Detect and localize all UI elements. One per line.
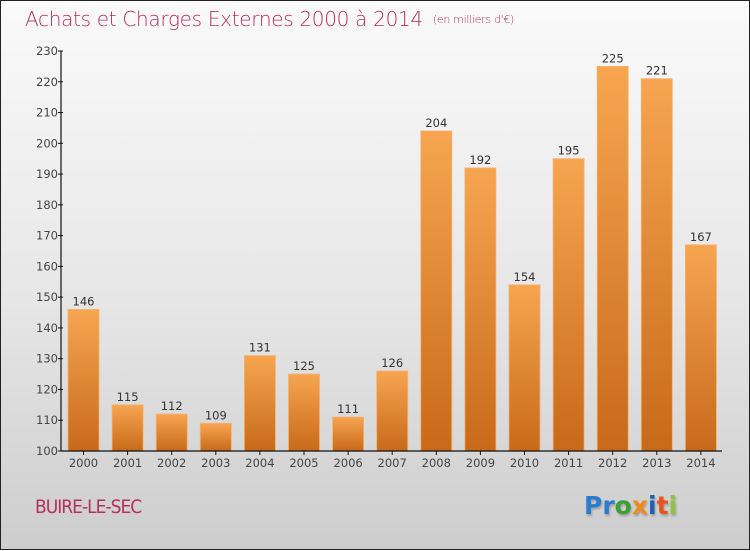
x-axis: 2000 2001 2002 2003 2004 2005 2006 2007 2008 2009… bbox=[61, 450, 722, 470]
chart-title: Achats et Charges Externes 2000 à 2014 (e… bbox=[25, 7, 514, 31]
logo-letter-6: i bbox=[668, 491, 678, 520]
value-label-2014: 167 bbox=[690, 230, 712, 244]
value-label-2006: 111 bbox=[337, 402, 359, 416]
x-tick-label-2001: 2001 bbox=[113, 456, 142, 470]
value-label-2007: 126 bbox=[381, 356, 403, 370]
value-label-2001: 115 bbox=[117, 390, 139, 404]
y-tick-label-110: 110 bbox=[36, 413, 58, 427]
x-tick-label-2011: 2011 bbox=[554, 456, 583, 470]
y-tick-label-150: 150 bbox=[36, 290, 58, 304]
value-label-2004: 131 bbox=[249, 341, 271, 355]
logo-letter-0: P bbox=[584, 491, 603, 520]
bar-2005 bbox=[288, 373, 320, 452]
logo-letter-4: i bbox=[648, 491, 657, 520]
bar-2009 bbox=[464, 167, 497, 452]
bar-2008 bbox=[420, 130, 453, 452]
x-tick-label-2012: 2012 bbox=[598, 456, 627, 470]
y-tick-label-190: 190 bbox=[36, 167, 58, 181]
value-label-2008: 204 bbox=[425, 116, 447, 130]
value-label-2012: 225 bbox=[602, 51, 624, 65]
x-tick-label-2009: 2009 bbox=[466, 456, 495, 470]
proxiti-logo[interactable]: Proxiti bbox=[584, 491, 677, 520]
value-label-2009: 192 bbox=[469, 153, 491, 167]
x-tick-label-2013: 2013 bbox=[642, 456, 671, 470]
value-label-2013: 221 bbox=[646, 64, 668, 78]
x-tick-label-2008: 2008 bbox=[422, 456, 451, 470]
value-label-2002: 112 bbox=[161, 399, 183, 413]
bar-2001 bbox=[111, 404, 144, 452]
bar-2000 bbox=[67, 309, 100, 452]
bars-group: 146 115 112 109 131 125 111 126 204 192 154 195 225 2… bbox=[67, 51, 717, 452]
bar-2007 bbox=[376, 370, 409, 452]
value-label-2000: 146 bbox=[73, 294, 95, 308]
chart-subtitle: (en milliers d'€) bbox=[432, 13, 515, 26]
bar-2004 bbox=[243, 355, 276, 452]
x-tick-label-2005: 2005 bbox=[289, 456, 318, 470]
x-tick-label-2003: 2003 bbox=[201, 456, 230, 470]
value-label-2003: 109 bbox=[205, 408, 227, 422]
logo-letter-5: t bbox=[656, 491, 669, 520]
y-tick-label-200: 200 bbox=[36, 136, 58, 150]
x-tick-label-2014: 2014 bbox=[686, 456, 715, 470]
value-label-2010: 154 bbox=[514, 270, 536, 284]
y-tick-label-100: 100 bbox=[36, 444, 58, 458]
bar-2011 bbox=[552, 158, 585, 452]
x-tick-label-2006: 2006 bbox=[333, 456, 362, 470]
y-tick-label-210: 210 bbox=[36, 106, 58, 120]
bar-2002 bbox=[155, 413, 188, 452]
bar-2014 bbox=[685, 244, 717, 452]
city-name: BUIRE-LE-SEC bbox=[35, 496, 142, 518]
x-tick-label-2007: 2007 bbox=[378, 456, 407, 470]
logo-letter-2: o bbox=[614, 491, 632, 520]
bar-2003 bbox=[199, 422, 232, 452]
x-tick-label-2004: 2004 bbox=[245, 456, 274, 470]
value-label-2011: 195 bbox=[558, 144, 580, 158]
y-tick-label-180: 180 bbox=[36, 198, 58, 212]
logo-letter-3: x bbox=[631, 491, 648, 520]
bar-2006 bbox=[332, 416, 365, 452]
bar-2013 bbox=[640, 78, 673, 452]
x-tick-label-2010: 2010 bbox=[510, 456, 539, 470]
y-tick-label-120: 120 bbox=[36, 382, 58, 396]
y-tick-label-140: 140 bbox=[36, 321, 58, 335]
bar-2012 bbox=[596, 65, 629, 452]
x-tick-label-2002: 2002 bbox=[157, 456, 186, 470]
y-tick-label-230: 230 bbox=[36, 44, 58, 58]
logo-letter-1: r bbox=[602, 491, 615, 520]
y-tick-label-130: 130 bbox=[36, 352, 58, 366]
y-tick-label-160: 160 bbox=[36, 259, 58, 273]
y-axis: 100 110 120 130 140 150 160 170 180 190 200 210 220 2… bbox=[36, 44, 63, 458]
y-tick-label-170: 170 bbox=[36, 229, 58, 243]
y-tick-label-220: 220 bbox=[36, 75, 58, 89]
value-label-2005: 125 bbox=[293, 359, 315, 373]
bar-2010 bbox=[508, 284, 541, 452]
x-tick-label-2000: 2000 bbox=[69, 456, 98, 470]
chart-title-text: Achats et Charges Externes 2000 à 2014 bbox=[25, 7, 423, 31]
